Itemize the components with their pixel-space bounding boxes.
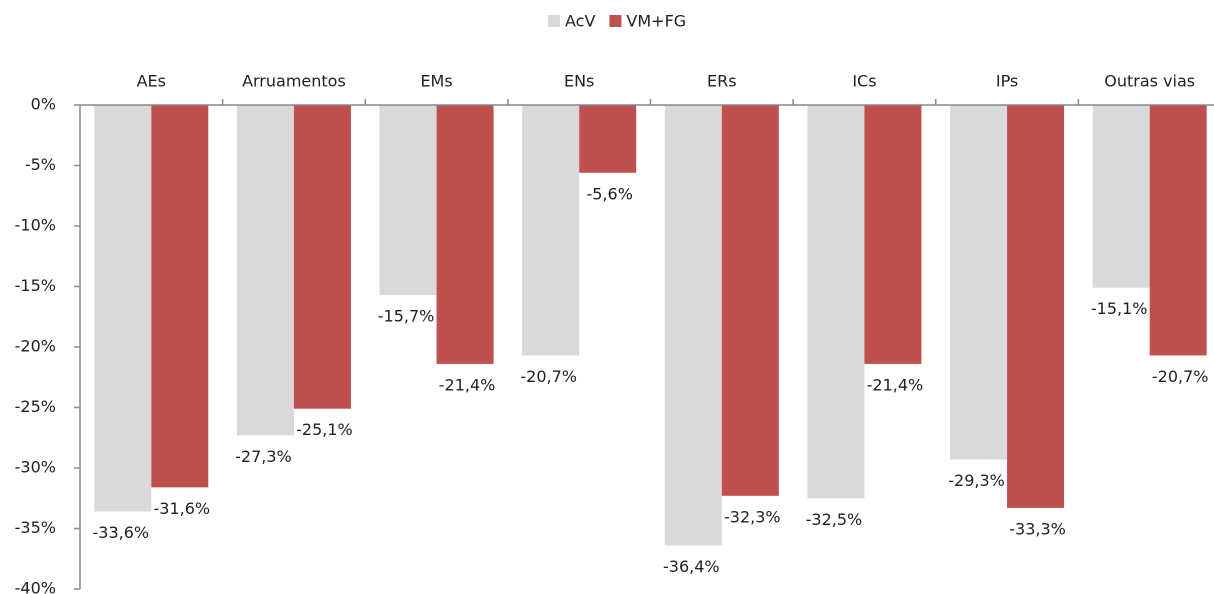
bar xyxy=(721,105,779,496)
x-tick-label: ERs xyxy=(707,72,737,91)
value-label: -25,1% xyxy=(296,420,353,439)
y-tick-label: -30% xyxy=(15,458,56,477)
legend-label: VM+FG xyxy=(626,12,686,31)
value-label: -21,4% xyxy=(439,375,496,394)
y-tick-label: -40% xyxy=(15,579,56,594)
value-label: -31,6% xyxy=(154,499,211,518)
y-tick-label: -20% xyxy=(15,337,56,356)
bar xyxy=(436,105,494,364)
bar xyxy=(579,105,637,173)
bar xyxy=(522,105,580,356)
x-tick-label: Arruamentos xyxy=(242,72,346,91)
y-tick-label: -15% xyxy=(15,276,56,295)
value-label: -27,3% xyxy=(235,447,292,466)
legend-swatch xyxy=(609,15,622,27)
value-label: -20,7% xyxy=(520,367,577,386)
value-label: -20,7% xyxy=(1152,367,1209,386)
bar xyxy=(864,105,922,364)
y-tick-label: -5% xyxy=(25,155,56,174)
value-label: -36,4% xyxy=(663,557,720,576)
value-label: -15,1% xyxy=(1091,299,1148,318)
x-tick-label: Outras vias xyxy=(1104,72,1195,91)
bar xyxy=(236,105,294,436)
bar xyxy=(94,105,152,512)
value-label: -32,3% xyxy=(724,507,781,526)
x-tick-label: AEs xyxy=(137,72,166,91)
value-label: -33,6% xyxy=(93,523,150,542)
y-tick-label: -25% xyxy=(15,397,56,416)
y-tick-label: -10% xyxy=(15,216,56,235)
value-label: -32,5% xyxy=(806,510,863,529)
bar xyxy=(151,105,209,488)
bar xyxy=(379,105,437,295)
x-tick-label: ICs xyxy=(852,72,876,91)
bar xyxy=(1007,105,1065,508)
bar xyxy=(950,105,1008,460)
value-label: -21,4% xyxy=(867,375,924,394)
legend-swatch xyxy=(548,15,560,27)
bar xyxy=(293,105,351,409)
legend-label: AcV xyxy=(565,12,595,31)
bar xyxy=(807,105,865,499)
y-tick-label: -35% xyxy=(15,518,56,537)
x-tick-label: IPs xyxy=(996,72,1018,91)
x-tick-label: ENs xyxy=(564,72,594,91)
bar xyxy=(664,105,722,546)
value-label: -29,3% xyxy=(948,471,1005,490)
value-label: -33,3% xyxy=(1009,519,1066,538)
y-tick-label: 0% xyxy=(31,95,56,114)
bar xyxy=(1092,105,1150,288)
value-label: -15,7% xyxy=(378,306,435,325)
x-tick-label: EMs xyxy=(420,72,452,91)
bar xyxy=(1149,105,1207,356)
value-label: -5,6% xyxy=(586,184,632,203)
